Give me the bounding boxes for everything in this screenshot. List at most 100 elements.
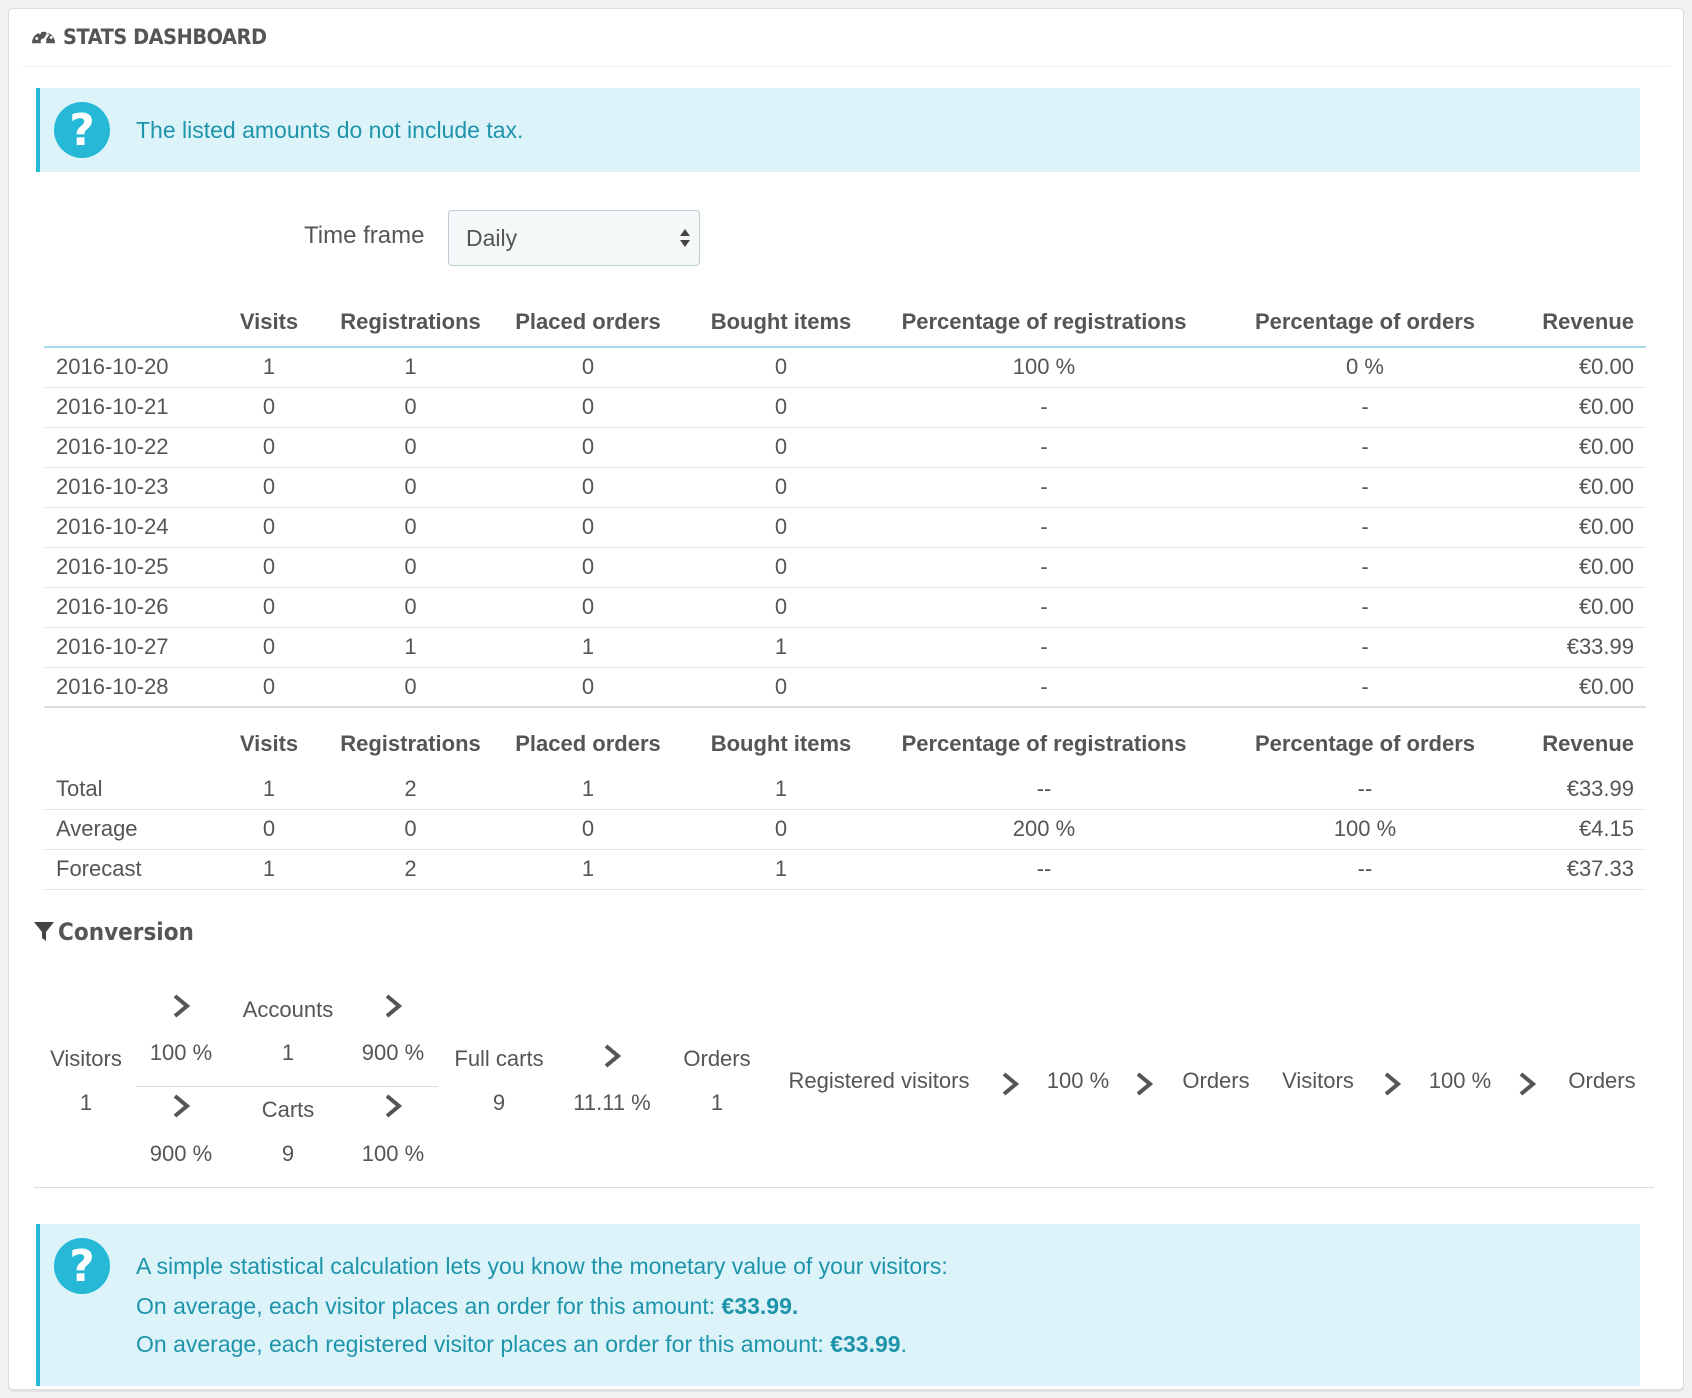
table-cell: 0 xyxy=(329,507,492,548)
accounts-value: 1 xyxy=(281,1040,295,1065)
table-cell: 1 xyxy=(329,347,492,388)
carts-value: 9 xyxy=(281,1141,295,1166)
table-cell: - xyxy=(1210,627,1520,668)
table-cell: -- xyxy=(1210,849,1520,890)
carts-to-full-pct: 100 % xyxy=(361,1141,425,1166)
timeframe-selected-value: Daily xyxy=(466,225,518,251)
visitor-value-line3-text: On average, each registered visitor plac… xyxy=(136,1331,831,1357)
visitors-label: Visitors xyxy=(50,1046,122,1071)
chevron-right-icon xyxy=(173,994,190,1018)
table-row: 2016-10-22 0 0 0 0- - €0.00 xyxy=(44,427,1646,468)
table-cell: - xyxy=(1210,587,1520,628)
funnel-divider xyxy=(136,1086,438,1087)
column-header: Percentage of orders xyxy=(1254,731,1476,756)
table-cell: 1 xyxy=(492,849,684,890)
table-cell: 0 xyxy=(492,507,684,548)
orders-label-2: Orders xyxy=(1182,1068,1250,1093)
orders-value: 1 xyxy=(710,1090,724,1115)
table-cell: -- xyxy=(878,849,1210,890)
table-cell: 0 xyxy=(684,347,878,388)
table-cell: 0 xyxy=(209,547,329,588)
column-header: Placed orders xyxy=(515,731,661,756)
table-cell: - xyxy=(1210,427,1520,468)
table-cell: 0 xyxy=(492,809,684,850)
table-cell: €37.33 xyxy=(1520,849,1646,890)
table-cell: 0 xyxy=(329,547,492,588)
table-cell: -- xyxy=(1210,769,1520,810)
to-carts-pct: 900 % xyxy=(149,1141,213,1166)
table-cell: 1 xyxy=(329,627,492,668)
table-row: 2016-10-25 0 0 0 0- - €0.00 xyxy=(44,547,1646,588)
table-cell: €0.00 xyxy=(1520,467,1646,508)
table-row: Total 1 2 1 1 -- -- €33.99 xyxy=(44,769,1646,810)
conversion-title: Conversion xyxy=(34,918,209,946)
chevron-right-icon xyxy=(1519,1072,1536,1096)
table-cell: 0 xyxy=(209,467,329,508)
table-row: 2016-10-24 0 0 0 0- - €0.00 xyxy=(44,507,1646,548)
table-cell: 0 % xyxy=(1210,347,1520,388)
panel-heading: STATS DASHBOARD xyxy=(22,8,1670,67)
table-row: 2016-10-20 1 1 0 0 100 % 0 % €0.00 xyxy=(44,347,1646,388)
table-cell: €33.99 xyxy=(1520,769,1646,810)
visitor-value-amount: €33.99. xyxy=(721,1293,799,1319)
question-icon: ? xyxy=(54,102,110,158)
table-cell: €0.00 xyxy=(1520,667,1646,708)
column-header: Percentage of registrations xyxy=(901,731,1187,756)
row-label-cell: 2016-10-23 xyxy=(44,467,209,508)
chevron-right-icon xyxy=(173,1094,190,1118)
column-header xyxy=(44,719,209,769)
table-cell: €0.00 xyxy=(1520,547,1646,588)
orders-label-3: Orders xyxy=(1568,1068,1636,1093)
daily-stats-table: Visits Registrations Placed orders Bough… xyxy=(44,297,1646,708)
column-header: Visits xyxy=(209,297,329,348)
table-cell: 0 xyxy=(209,427,329,468)
select-arrows-icon xyxy=(680,229,690,247)
full-carts-value: 9 xyxy=(492,1090,506,1115)
visitor-value-alert: ? A simple statistical calculation lets … xyxy=(36,1224,1640,1386)
table-cell: 0 xyxy=(684,467,878,508)
table-cell: - xyxy=(1210,667,1520,708)
table-header-row: Visits Registrations Placed orders Bough… xyxy=(44,297,1646,348)
orders-label: Orders xyxy=(683,1046,751,1071)
table-row: 2016-10-28 0 0 0 0- - €0.00 xyxy=(44,667,1646,708)
chevron-right-icon xyxy=(604,1044,621,1068)
table-cell: 0 xyxy=(492,347,684,388)
table-cell: - xyxy=(878,587,1210,628)
column-header: Revenue xyxy=(1542,731,1634,756)
table-cell: 0 xyxy=(492,667,684,708)
timeframe-select[interactable]: Daily xyxy=(448,210,700,266)
summary-stats-table: Visits Registrations Placed orders Bough… xyxy=(44,719,1646,890)
table-cell: 0 xyxy=(329,587,492,628)
visitor-value-line2-text: On average, each visitor places an order… xyxy=(136,1293,722,1319)
table-cell: 0 xyxy=(684,507,878,548)
timeframe-label: Time frame xyxy=(304,222,425,249)
table-cell: - xyxy=(1210,507,1520,548)
row-label-cell: 2016-10-22 xyxy=(44,427,209,468)
table-cell: - xyxy=(878,387,1210,428)
table-cell: 0 xyxy=(684,427,878,468)
table-cell: 1 xyxy=(492,769,684,810)
table-cell: 0 xyxy=(492,427,684,468)
table-cell: €0.00 xyxy=(1520,387,1646,428)
table-cell: €0.00 xyxy=(1520,507,1646,548)
table-cell: 1 xyxy=(209,769,329,810)
table-cell: 0 xyxy=(209,587,329,628)
row-label-cell: 2016-10-21 xyxy=(44,387,209,428)
table-cell: -- xyxy=(878,769,1210,810)
full-to-orders-pct: 11.11 % xyxy=(573,1090,651,1115)
table-row: 2016-10-27 0 1 1 1- - €33.99 xyxy=(44,627,1646,668)
chevron-right-icon xyxy=(1002,1072,1019,1096)
section-divider xyxy=(34,1187,1654,1188)
visitor-value-line3: On average, each registered visitor plac… xyxy=(136,1324,907,1364)
dashboard-icon xyxy=(31,29,56,44)
column-header: Registrations xyxy=(340,731,481,756)
table-row: 2016-10-23 0 0 0 0- - €0.00 xyxy=(44,467,1646,508)
row-label-cell: 2016-10-25 xyxy=(44,547,209,588)
row-label-cell: 2016-10-20 xyxy=(44,347,209,388)
chevron-right-icon xyxy=(385,994,402,1018)
column-header: Registrations xyxy=(329,297,492,348)
table-cell: 1 xyxy=(684,849,878,890)
table-cell: - xyxy=(878,507,1210,548)
table-cell: 0 xyxy=(492,387,684,428)
summary-header-row: Visits Registrations Placed orders Bough… xyxy=(44,719,1646,769)
